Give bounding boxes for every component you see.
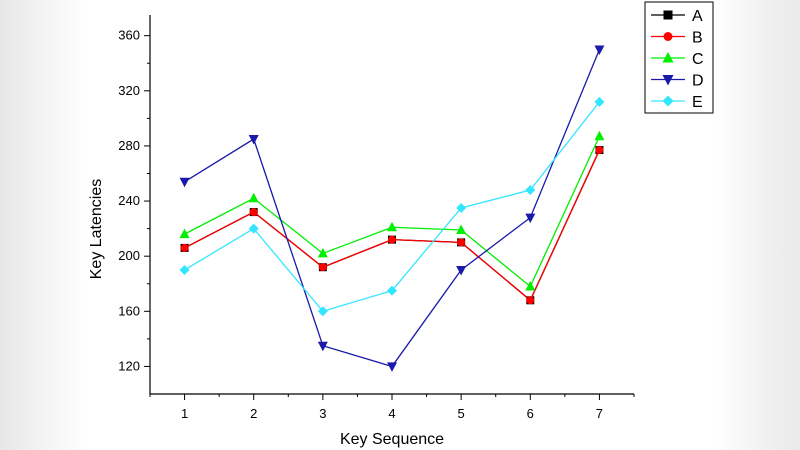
y-tick-label-360: 360 — [118, 28, 140, 43]
data-point-d-4 — [387, 362, 397, 372]
data-point-e-7 — [594, 96, 605, 107]
data-point-e-2 — [248, 223, 259, 234]
x-tick-label-3: 3 — [319, 406, 326, 421]
series-line-c — [184, 136, 601, 288]
data-point-e-1 — [179, 264, 190, 275]
legend-marker-a — [663, 10, 673, 20]
y-tick-label-320: 320 — [118, 83, 140, 98]
series-e — [179, 96, 605, 317]
series-line-d — [184, 49, 601, 368]
data-point-d-5 — [456, 265, 467, 276]
data-point-c-7 — [594, 130, 605, 141]
legend-marker-d — [662, 75, 674, 86]
data-point-b-6 — [526, 296, 535, 305]
data-point-d-6 — [525, 213, 536, 224]
data-point-c-1 — [179, 228, 190, 239]
series-line-e — [184, 101, 600, 313]
legend-label-d: D — [692, 73, 704, 90]
series-d — [179, 45, 605, 372]
x-tick-label-7: 7 — [596, 406, 603, 421]
legend-label-a: A — [692, 8, 703, 25]
data-point-e-4 — [387, 285, 397, 296]
x-tick-label-4: 4 — [388, 406, 395, 421]
series-layer — [179, 45, 605, 372]
data-point-e-3 — [317, 306, 328, 317]
data-point-d-3 — [317, 341, 328, 352]
x-tick-label-5: 5 — [458, 406, 465, 421]
data-point-b-7 — [595, 146, 604, 155]
data-point-b-2 — [249, 208, 258, 217]
data-point-e-5 — [456, 202, 467, 213]
data-point-c-4 — [387, 221, 397, 232]
axes: 120 160 200 240 280 320 360 1 2 3 4 5 6 7 — [118, 15, 635, 421]
legend-label-c: C — [692, 51, 704, 68]
y-tick-label-160: 160 — [118, 303, 140, 318]
data-point-b-3 — [318, 263, 327, 272]
data-point-d-7 — [594, 45, 605, 55]
x-tick-label-2: 2 — [250, 406, 257, 421]
data-point-d-2 — [248, 135, 259, 145]
data-point-e-6 — [525, 185, 536, 196]
x-tick-label-6: 6 — [527, 406, 534, 421]
data-point-b-1 — [180, 243, 189, 252]
data-point-b-4 — [388, 235, 396, 244]
y-axis-title: Key Latencies — [88, 179, 105, 280]
legend-marker-c — [662, 52, 674, 63]
y-tick-label-200: 200 — [118, 248, 140, 263]
x-tick-label-1: 1 — [181, 406, 188, 421]
y-tick-label-240: 240 — [118, 193, 140, 208]
y-tick-label-280: 280 — [118, 138, 140, 153]
series-b — [180, 146, 604, 305]
data-point-d-1 — [179, 177, 190, 188]
data-point-c-2 — [248, 192, 259, 203]
data-point-c-5 — [456, 224, 467, 234]
data-point-c-3 — [317, 247, 328, 258]
series-c — [179, 130, 605, 291]
x-axis-title: Key Sequence — [340, 431, 444, 448]
legend-marker-e — [662, 95, 674, 107]
legend-label-b: B — [692, 30, 703, 47]
y-tick-label-120: 120 — [118, 358, 140, 373]
data-point-c-6 — [525, 281, 536, 291]
legend-marker-b — [663, 32, 673, 41]
data-point-b-5 — [457, 238, 466, 247]
legend-label-e: E — [692, 94, 703, 111]
